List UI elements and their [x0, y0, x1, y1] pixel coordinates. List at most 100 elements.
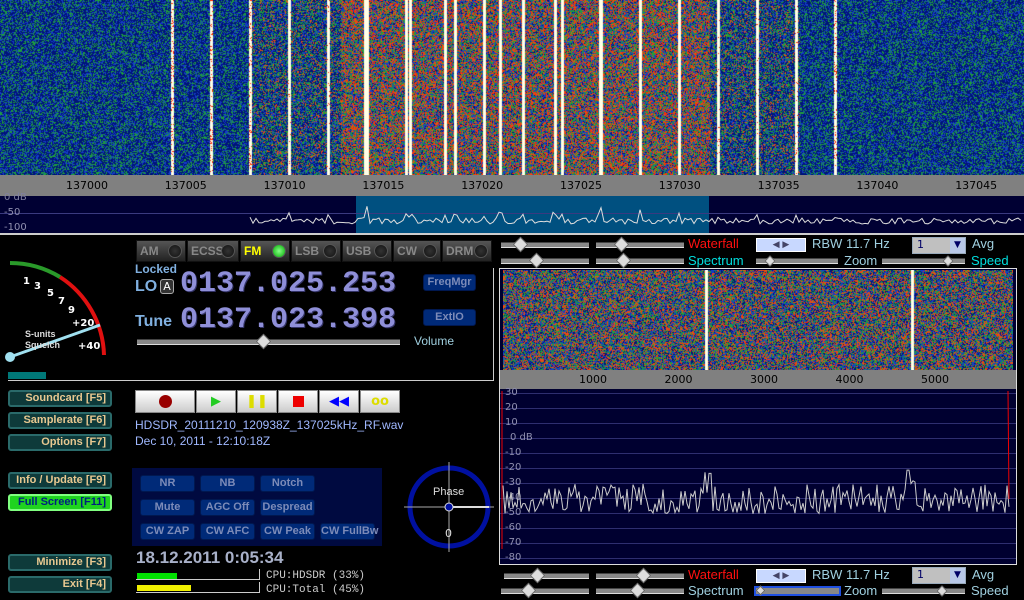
speed-slider-bottom[interactable] [882, 585, 965, 597]
dsp-button-notch[interactable]: Notch [260, 475, 315, 492]
mode-led-icon [168, 244, 182, 258]
mode-button-usb[interactable]: USB [342, 240, 392, 262]
chevron-down-icon: ▼ [950, 568, 965, 583]
af-frequency-scale[interactable]: 1000 2000 3000 4000 5000 [500, 370, 1016, 389]
full-screen-button[interactable]: Full Screen [F11] [8, 494, 112, 511]
dsp-button-cw-zap[interactable]: CW ZAP [140, 523, 195, 540]
loop-icon: oo [371, 394, 389, 409]
filter-bandwidth-highlight[interactable] [356, 196, 709, 233]
waterfall-slider-2[interactable] [596, 236, 684, 253]
af-scale-tick-label: 2000 [664, 373, 693, 386]
scale-tick-label: 137045 [955, 179, 998, 192]
dsp-button-cw-afc[interactable]: CW AFC [200, 523, 255, 540]
dsp-button-mute[interactable]: Mute [140, 499, 195, 516]
tune-frequency-display[interactable]: 0137.023.398 [180, 303, 397, 337]
af-spectrum[interactable]: 30 20 10 0 dB -10 -20 -30 -40 -50 -60 -70 -80 [500, 387, 1016, 564]
mode-led-icon [323, 244, 337, 258]
scale-tick-label: 137000 [66, 179, 108, 192]
dsp-button-agc-off[interactable]: AGC Off [200, 499, 255, 516]
rbw-arrows-bottom[interactable]: ◀ ▶ [756, 569, 806, 583]
scale-tick-label: 137030 [658, 179, 701, 192]
db-gridline [500, 543, 1016, 544]
play-button[interactable]: ▶ [196, 390, 236, 413]
waterfall-label-bottom: Waterfall [688, 567, 739, 582]
mode-button-cw[interactable]: CW [393, 240, 441, 262]
zoom-slider[interactable] [756, 255, 838, 267]
record-button[interactable] [135, 390, 195, 413]
waterfall-slider-1-bottom[interactable] [504, 567, 589, 584]
mode-button-fm[interactable]: FM [240, 240, 290, 262]
scale-tick-label: 137020 [461, 179, 504, 192]
cpu-total-bar [137, 585, 191, 591]
s-units-caption: S-units [25, 329, 56, 339]
db-label: -100 [4, 222, 27, 233]
spectrum-slider-1[interactable] [501, 252, 589, 269]
options-button[interactable]: Options [F7] [8, 434, 112, 451]
dsp-button-cw-peak[interactable]: CW Peak [260, 523, 315, 540]
spectrum-slider-2[interactable] [596, 252, 684, 269]
stop-icon [292, 396, 304, 407]
exit-button[interactable]: Exit [F4] [8, 576, 112, 593]
af-db-label: 30 [505, 387, 518, 398]
pause-icon: ❚❚ [246, 394, 268, 409]
mode-led-icon [423, 244, 437, 258]
mode-button-drm[interactable]: DRM [442, 240, 492, 262]
dsp-button-cw-fullbw[interactable]: CW FullBw [320, 523, 378, 540]
mode-button-ecss[interactable]: ECSS [187, 240, 239, 262]
lo-frequency-display[interactable]: 0137.025.253 [180, 267, 397, 301]
avg-label-bottom: Avg [972, 567, 995, 582]
cpu-hdsdr-bar [137, 573, 177, 579]
spectrum-slider-1-bottom[interactable] [501, 582, 589, 599]
spectrum-label-bottom: Spectrum [688, 583, 744, 598]
s-label: 1 [23, 276, 30, 287]
mode-button-am[interactable]: AM [136, 240, 186, 262]
mode-label: CW [397, 244, 417, 258]
mode-led-icon [221, 244, 235, 258]
rf-waterfall[interactable] [0, 0, 1024, 175]
rewind-button[interactable]: ◀◀ [319, 390, 359, 413]
soundcard-button[interactable]: Soundcard [F5] [8, 390, 112, 407]
mode-button-lsb[interactable]: LSB [291, 240, 341, 262]
db-gridline [500, 453, 1016, 454]
avg-label: Avg [972, 236, 995, 251]
dsp-button-nb[interactable]: NB [200, 475, 255, 492]
volume-label: Volume [414, 334, 455, 348]
speed-slider[interactable] [882, 255, 965, 267]
spectrum-slider-2-bottom[interactable] [596, 582, 684, 599]
dsp-button-despread[interactable]: Despread [260, 499, 315, 516]
samplerate-button[interactable]: Samplerate [F6] [8, 412, 112, 429]
info-update-button[interactable]: Info / Update [F9] [8, 472, 112, 489]
dsp-button-nr[interactable]: NR [140, 475, 195, 492]
stop-button[interactable] [278, 390, 318, 413]
volume-slider[interactable] [137, 333, 400, 350]
af-scale-tick-label: 1000 [579, 373, 607, 386]
avg-select-bottom[interactable]: 1 ▼ [912, 567, 966, 584]
pause-button[interactable]: ❚❚ [237, 390, 277, 413]
waterfall-slider-2-bottom[interactable] [596, 567, 684, 584]
db-gridline [500, 423, 1016, 424]
speed-label-bottom: Speed [971, 583, 1009, 598]
record-icon [158, 395, 172, 408]
mode-label: LSB [295, 244, 319, 258]
spectrum-label: Spectrum [688, 253, 744, 268]
freqmgr-button[interactable]: FreqMgr [423, 274, 476, 291]
mode-led-icon [474, 244, 488, 258]
af-waterfall[interactable] [503, 270, 1013, 370]
avg-select[interactable]: 1 ▼ [912, 237, 966, 254]
squelch-caption: Squelch [25, 340, 61, 350]
extio-button[interactable]: ExtIO [423, 309, 476, 326]
minimize-button[interactable]: Minimize [F3] [8, 554, 112, 571]
loop-button[interactable]: oo [360, 390, 400, 413]
rf-frequency-scale[interactable]: 137000 137005 137010 137015 137020 137025 1370… [0, 175, 1024, 196]
lo-lock-badge[interactable]: A [160, 279, 174, 294]
rbw-label: RBW 11.7 Hz [812, 236, 890, 251]
s-label: +40 [78, 341, 101, 352]
db-label: 0 dB [4, 192, 27, 203]
clock: 18.12.2011 0:05:34 [136, 548, 284, 567]
rf-spectrum[interactable]: 0 dB -50 -100 [0, 192, 1024, 233]
zoom-slider-bottom[interactable] [754, 585, 841, 596]
scale-tick-label: 137025 [560, 179, 602, 192]
waterfall-slider-1[interactable] [501, 236, 589, 253]
mode-label: FM [244, 244, 262, 258]
rbw-arrows[interactable]: ◀ ▶ [756, 238, 806, 252]
